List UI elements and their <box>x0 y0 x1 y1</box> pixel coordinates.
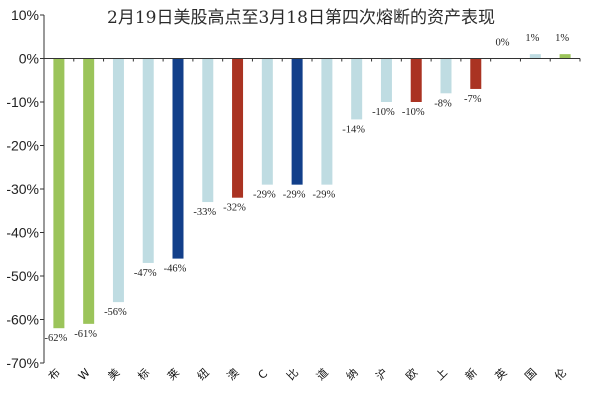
zero-axis <box>43 58 581 62</box>
x-tick-label: 沪 <box>373 365 391 383</box>
bar <box>470 58 482 89</box>
bar <box>202 58 214 203</box>
x-tick-label: 纳 <box>344 366 361 383</box>
data-label: -62% <box>45 333 68 344</box>
x-tick-label: 国 <box>522 366 539 383</box>
x-tick-label: 美 <box>105 366 122 383</box>
data-label: -47% <box>134 268 157 279</box>
data-labels: -62% -61% -56% -47% -46% -33% -32% -29% -29% -29%… <box>45 33 570 344</box>
x-tick-label: 莱 <box>165 366 182 383</box>
data-label: -32% <box>223 203 246 214</box>
y-tick-label: -30% <box>6 181 39 197</box>
data-label: -29% <box>283 190 306 201</box>
data-label: -10% <box>372 107 395 118</box>
chart-title: 2月19日美股高点至3月18日第四次熔断的资产表现 <box>107 8 495 28</box>
x-tick-label: 道 <box>313 365 331 383</box>
x-tick-label: 伦 <box>551 365 569 383</box>
bar <box>559 54 571 59</box>
bar <box>142 58 154 263</box>
data-label: 1% <box>555 33 569 44</box>
bar <box>83 58 95 324</box>
data-label: -46% <box>164 264 187 275</box>
y-tick-label: -70% <box>6 355 39 371</box>
x-tick-label: 英 <box>492 365 510 383</box>
data-label: -29% <box>253 190 276 201</box>
x-tick-label: W <box>76 366 93 383</box>
bar <box>112 58 124 303</box>
y-tick-label: 10% <box>11 7 39 23</box>
bar <box>321 58 333 185</box>
y-axis: 10% 0% -10% -20% -30% -40% -50% -60% -70% <box>6 7 45 371</box>
data-label: -56% <box>104 307 127 318</box>
bar <box>440 58 452 94</box>
x-tick-label: 新 <box>462 365 480 383</box>
data-label: -61% <box>74 329 97 340</box>
data-label: -7% <box>464 94 482 105</box>
x-tick-label: 纽 <box>194 365 212 383</box>
data-label: 0% <box>496 38 510 49</box>
bar <box>351 58 363 120</box>
bars <box>53 54 571 329</box>
bar <box>380 58 392 102</box>
x-tick-label: 标 <box>135 365 153 383</box>
data-label: -8% <box>434 98 452 109</box>
x-tick-label: 布 <box>46 366 63 383</box>
x-tick-label: C <box>256 367 271 382</box>
bar <box>261 58 273 185</box>
bar <box>410 58 422 102</box>
y-tick-label: 0% <box>19 51 39 67</box>
bar <box>172 58 184 259</box>
bar <box>232 58 244 198</box>
y-tick-label: -50% <box>6 268 39 284</box>
bar <box>529 54 541 59</box>
y-tick-label: -60% <box>6 312 39 328</box>
data-label: -14% <box>342 124 365 135</box>
data-label: -29% <box>313 190 336 201</box>
data-label: 1% <box>525 33 539 44</box>
x-tick-label: 澳 <box>225 366 242 383</box>
y-tick-label: -40% <box>6 225 39 241</box>
bar <box>291 58 303 185</box>
y-tick-label: -10% <box>6 94 39 110</box>
y-tick-label: -20% <box>6 138 39 154</box>
x-tick-label: 上 <box>433 366 450 383</box>
data-label: -33% <box>193 207 216 218</box>
x-tick-label: 比 <box>284 366 301 383</box>
bar <box>53 58 65 329</box>
x-tick-label: 欧 <box>403 366 420 383</box>
data-label: -10% <box>402 107 425 118</box>
